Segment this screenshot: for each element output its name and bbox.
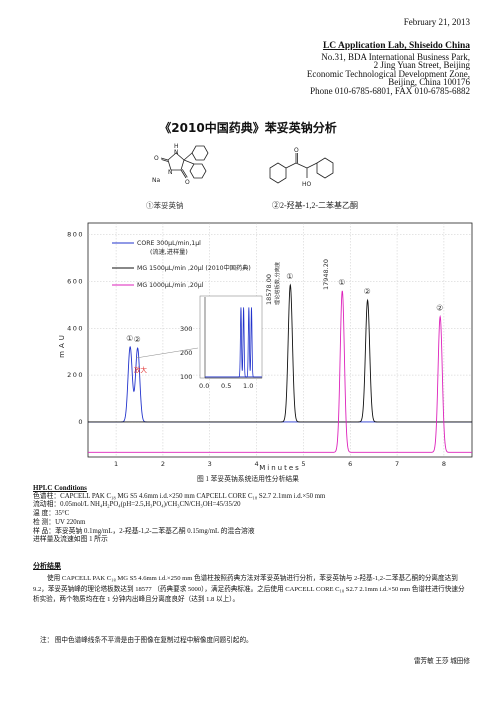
condition-line: 检 测：UV 220nm bbox=[33, 518, 86, 526]
address-line: Beijing, China 100176 bbox=[388, 77, 470, 88]
plate-count-annotation: 17948.20 bbox=[322, 259, 330, 290]
x-tick-label: 6 bbox=[348, 460, 352, 468]
conditions-heading: HPLC Conditions bbox=[33, 484, 87, 492]
axis-ticks: 0 200 400 600 800 1 2 3 4 5 6 7 8 bbox=[67, 231, 446, 468]
series-line bbox=[88, 283, 472, 423]
peak-label: ② bbox=[364, 287, 371, 296]
legend-label: MG 1000μL/min ,20μl bbox=[137, 282, 204, 289]
legend-label: CORE 300μL/min,1μl bbox=[137, 240, 201, 247]
condition-line: 流动相：0.05mol/L NH₄H₂PO₄(pH=2.5,H₃PO₄)/CH₃… bbox=[33, 501, 241, 509]
date: February 21, 2013 bbox=[403, 17, 470, 27]
address-line: No.31, BDA International Business Park, bbox=[321, 51, 470, 62]
peak-label: ② bbox=[436, 304, 443, 313]
atom-label-n: N bbox=[168, 169, 173, 176]
chart-traces bbox=[88, 283, 472, 453]
lab-title: LC Application Lab, Shiseido China bbox=[322, 41, 470, 51]
inset-xtick: 0.5 bbox=[221, 382, 231, 390]
legend-sublabel: (流速,进样量) bbox=[150, 248, 188, 256]
legend-label: MG 1500μL/min ,20μl (2010中国药典) bbox=[137, 264, 251, 272]
benzoin-structure: O HO bbox=[269, 147, 334, 188]
results-text: 使用 CAPCELL PAK C₁₈ MG S5 4.6mm i.d.×250 … bbox=[33, 575, 465, 604]
peak-label: ① bbox=[286, 272, 293, 281]
plate-count-annotation: 18578.00 bbox=[265, 274, 273, 305]
y-tick-label: 0 bbox=[78, 418, 84, 426]
note-text: 注： 图中色谱峰线条不平滑是由于图像在复制过程中解像度问题引起的。 bbox=[40, 637, 253, 644]
chart-grid bbox=[88, 223, 472, 457]
x-tick-label: 2 bbox=[161, 460, 165, 468]
atom-label-n: N bbox=[174, 149, 179, 156]
atom-label-o: O bbox=[185, 179, 190, 186]
address-line: 2 Jing Yuan Street, Beijing bbox=[373, 60, 470, 71]
compound2-caption: ②2-羟基-1,2-二苯基乙酮 bbox=[272, 201, 358, 210]
plate-count-note: 理论塔板数,分离度 bbox=[273, 262, 281, 305]
inset-series-line bbox=[205, 307, 262, 378]
hplc-conditions: HPLC Conditions 色谱柱：CAPCELL PAK C₁₈ MG S… bbox=[33, 484, 473, 545]
plot-frame bbox=[87, 222, 473, 458]
atom-label-o: O bbox=[294, 147, 299, 154]
document-title: 《2010中国药典》苯妥英钠分析 bbox=[159, 121, 337, 135]
phenytoin-sodium-structure: H N O O N Na bbox=[152, 143, 209, 186]
address-line: Phone 010-6785-6801, FAX 010-6785-6882 bbox=[310, 85, 470, 96]
inset-ytick: 300 bbox=[180, 325, 192, 333]
x-tick-label: 3 bbox=[208, 460, 212, 468]
figure-caption: 图 1 苯妥英钠系统适用性分析结果 bbox=[197, 476, 299, 483]
x-tick-label: 7 bbox=[395, 460, 399, 468]
x-axis-title: Minutes bbox=[259, 464, 301, 472]
y-tick-label: 600 bbox=[67, 278, 84, 286]
y-tick-label: 800 bbox=[67, 231, 84, 239]
x-tick-label: 8 bbox=[442, 460, 446, 468]
atom-label-h: H bbox=[174, 143, 179, 150]
atom-label-na: Na bbox=[152, 177, 160, 184]
condition-line: 色谱柱：CAPCELL PAK C₁₈ MG S5 4.6mm i.d.×250… bbox=[33, 492, 326, 500]
x-tick-label: 4 bbox=[255, 460, 259, 468]
inset-ytick: 100 bbox=[180, 373, 192, 381]
inset-xtick: 1.0 bbox=[243, 382, 253, 390]
atom-label-o: O bbox=[154, 155, 159, 162]
condition-line: 样 品：苯妥英钠 0.1mg/mL，2-羟基-1,2-二苯基乙酮 0.15mg/… bbox=[33, 527, 255, 535]
inset-series-line bbox=[205, 307, 262, 378]
atom-label-ho: HO bbox=[302, 181, 312, 188]
series-line bbox=[88, 290, 472, 453]
chart-legend: CORE 300μL/min,1μl (流速,进样量) MG 1500μL/mi… bbox=[112, 240, 251, 289]
peak-label: ② bbox=[134, 335, 141, 344]
x-tick-label: 5 bbox=[301, 460, 305, 468]
y-axis-title: mAU bbox=[58, 332, 66, 358]
condition-line: 进样量及流速如图 1 所示 bbox=[33, 536, 108, 544]
x-tick-label: 1 bbox=[114, 460, 118, 468]
zoom-label: 放大 bbox=[134, 365, 148, 374]
inset-zoom: 100 200 300 0.0 0.5 1.0 放大 bbox=[134, 295, 263, 390]
lab-address-block: LC Application Lab, Shiseido China No.31… bbox=[306, 41, 470, 96]
series-line bbox=[88, 345, 472, 423]
results-heading: 分析结果 bbox=[33, 562, 61, 570]
authors: 雷芳敏 王莎 城田修 bbox=[413, 658, 470, 665]
compound1-caption: ①苯妥英钠 bbox=[146, 201, 184, 210]
condition-line: 温 度：35°C bbox=[33, 510, 70, 518]
y-tick-label: 200 bbox=[67, 371, 84, 379]
inset-xtick: 0.0 bbox=[199, 382, 209, 390]
inset-ytick: 200 bbox=[180, 349, 192, 357]
peak-label: ① bbox=[338, 278, 345, 287]
y-tick-label: 400 bbox=[67, 324, 84, 332]
peak-label: ① bbox=[126, 334, 133, 343]
address-line: Economic Technological Development Zone, bbox=[306, 68, 470, 79]
